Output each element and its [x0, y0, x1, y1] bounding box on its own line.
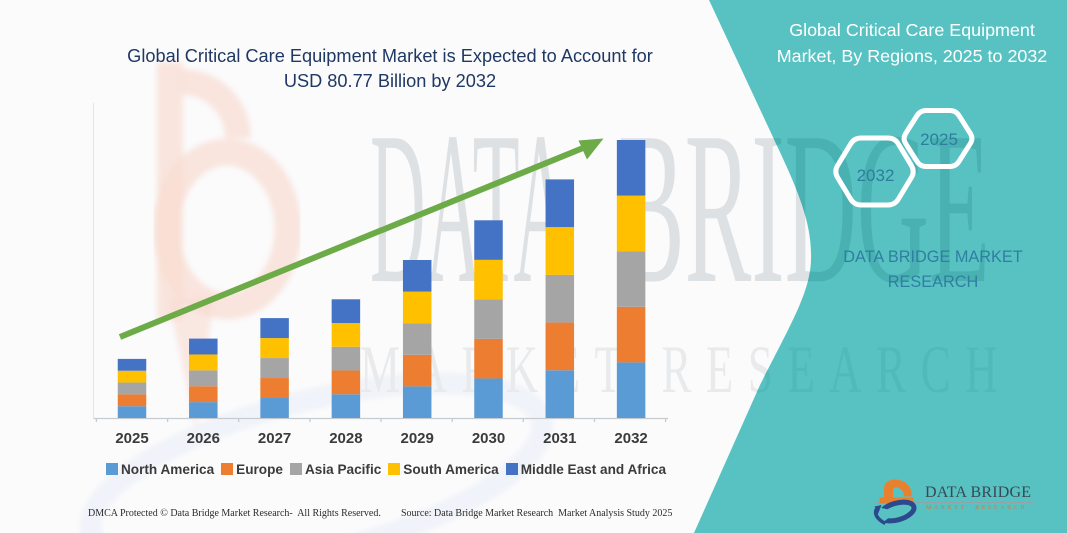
svg-text:DATA: DATA [370, 88, 569, 329]
